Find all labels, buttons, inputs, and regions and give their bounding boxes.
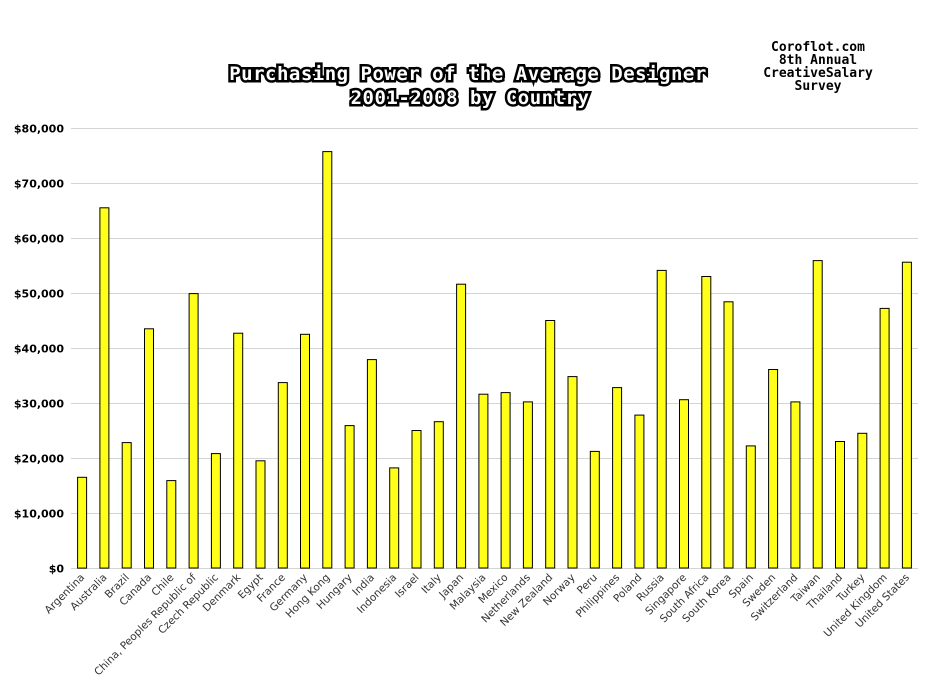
source-note: Coroflot.com 8th Annual CreativeSalary S…	[763, 40, 873, 94]
bar	[277, 382, 288, 569]
source-note-line-2: 8th Annual	[779, 53, 857, 68]
bar	[812, 260, 823, 569]
bar	[478, 393, 489, 569]
bar	[389, 467, 400, 569]
chart-title: Purchasing Power of the Average Designer…	[227, 61, 709, 112]
y-tick-label: $80,000	[14, 123, 64, 136]
y-tick-label: $20,000	[14, 453, 64, 466]
bar	[255, 460, 266, 569]
y-tick-label: $40,000	[14, 343, 64, 356]
bar	[567, 376, 578, 569]
bar	[99, 207, 110, 569]
bar	[879, 307, 890, 569]
bar	[121, 442, 132, 569]
bars	[77, 151, 912, 569]
source-note-line-1: Coroflot.com	[771, 40, 865, 55]
bar	[433, 421, 444, 569]
bar	[233, 332, 244, 569]
bar	[210, 453, 221, 569]
bar	[77, 476, 88, 569]
y-tick-label: $10,000	[14, 508, 64, 521]
bar	[634, 414, 645, 569]
bar	[500, 392, 511, 569]
y-tick-label: $70,000	[14, 178, 64, 191]
y-tick-label: $0	[49, 563, 65, 576]
bar	[701, 276, 712, 569]
y-tick-label: $60,000	[14, 233, 64, 246]
source-note-line-4: Survey	[795, 79, 842, 94]
bar	[366, 359, 377, 569]
y-tick-label: $30,000	[14, 398, 64, 411]
chart-title-line-1: Purchasing Power of the Average Designer	[229, 63, 707, 85]
bar	[300, 333, 310, 569]
bar	[656, 269, 667, 569]
bar	[411, 430, 422, 569]
bar	[188, 293, 199, 569]
bar	[322, 151, 333, 569]
bar	[545, 320, 556, 569]
bar	[790, 401, 801, 569]
bar	[768, 369, 779, 569]
bar	[344, 425, 355, 569]
bar	[144, 328, 154, 569]
bar	[679, 399, 689, 569]
chart-title-line-2: 2001-2008 by Country	[351, 87, 590, 109]
x-axis-ticks: ArgentinaAustraliaBrazilCanadaChileChina…	[43, 571, 913, 678]
source-note-line-3: CreativeSalary	[763, 66, 873, 81]
x-tick-label: Israel	[393, 572, 422, 601]
bar	[857, 432, 868, 569]
bar	[723, 301, 734, 569]
bar	[522, 401, 533, 569]
y-tick-label: $50,000	[14, 288, 64, 301]
y-axis-ticks: $0 $10,000 $20,000 $30,000 $40,000 $50,000 $60…	[14, 123, 64, 576]
bar	[612, 387, 623, 569]
bar	[589, 450, 600, 569]
bar	[166, 480, 177, 569]
bar	[745, 445, 756, 569]
bar	[456, 283, 467, 569]
bar	[835, 441, 845, 569]
bar	[901, 261, 912, 569]
